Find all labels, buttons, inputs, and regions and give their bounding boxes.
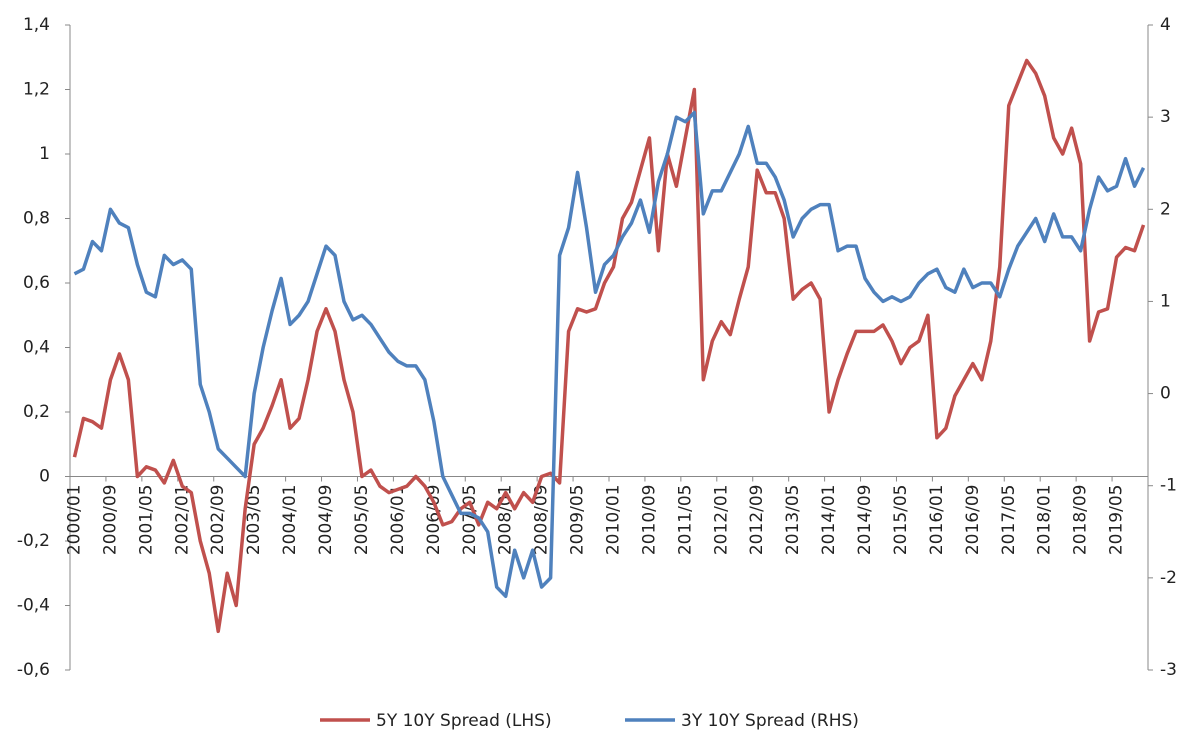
y-tick-label: -0,2: [17, 531, 50, 551]
legend-label: 3Y 10Y Spread (RHS): [681, 711, 859, 731]
x-tick-label: 2012/09: [747, 485, 767, 556]
x-tick-label: 2013/05: [783, 485, 803, 556]
y-tick-label: 0,2: [23, 402, 50, 422]
x-tick-label: 2000/01: [64, 485, 84, 556]
x-tick-label: 2016/09: [963, 484, 983, 555]
x-tick-label: 2014/09: [855, 485, 875, 556]
y-tick-label: 1,4: [23, 15, 50, 35]
series-line: [72, 58, 1146, 634]
x-tick-label: 2005/05: [352, 485, 372, 556]
x-tick-label: 2018/01: [1035, 485, 1055, 556]
x-tick-label: 2014/01: [819, 485, 839, 556]
x-tick-label: 2010/09: [639, 485, 659, 556]
legend-label: 5Y 10Y Spread (LHS): [376, 711, 552, 731]
y-tick-label: 0: [39, 467, 50, 487]
x-tick-label: 2004/09: [316, 485, 336, 556]
x-tick-label: 2001/05: [136, 485, 156, 556]
x-tick-label: 2007/05: [460, 484, 480, 555]
y-tick-label: 0,6: [23, 273, 50, 293]
x-tick-label: 2015/05: [891, 485, 911, 556]
y2-tick-label: -2: [1160, 568, 1177, 588]
x-tick-label: 2002/09: [208, 485, 228, 556]
y2-tick-label: 3: [1160, 107, 1171, 127]
y-tick-label: 0,4: [23, 338, 50, 358]
x-tick-label: 2012/01: [711, 485, 731, 556]
y-tick-label: -0,6: [17, 660, 50, 680]
x-tick-label: 2011/05: [675, 485, 695, 556]
y2-tick-label: -3: [1160, 660, 1177, 680]
x-tick-label: 2003/05: [244, 485, 264, 556]
x-tick-label: 2009/05: [568, 485, 588, 556]
y2-tick-label: 0: [1160, 384, 1171, 404]
y2-tick-label: -1: [1160, 476, 1177, 496]
y-tick-label: 1,2: [23, 80, 50, 100]
y2-tick-label: 2: [1160, 199, 1171, 219]
y2-tick-label: 1: [1160, 291, 1171, 311]
x-tick-label: 2004/01: [280, 485, 300, 556]
x-tick-label: 2002/01: [172, 485, 192, 556]
x-tick-label: 2006/01: [388, 485, 408, 556]
series-line: [73, 110, 1146, 599]
x-tick-label: 2016/01: [927, 485, 947, 556]
x-tick-label: 2017/05: [999, 484, 1019, 555]
y-tick-label: -0,4: [17, 596, 50, 616]
x-tick-label: 2010/01: [603, 485, 623, 556]
x-tick-label: 2019/05: [1107, 485, 1127, 556]
y-tick-label: 0,8: [23, 209, 50, 229]
y2-tick-label: 4: [1160, 15, 1171, 35]
y-tick-label: 1: [39, 144, 50, 164]
x-tick-label: 2000/09: [100, 485, 120, 556]
x-tick-label: 2006/09: [424, 485, 444, 556]
x-tick-label: 2008/09: [532, 485, 552, 556]
x-tick-label: 2018/09: [1071, 485, 1091, 556]
